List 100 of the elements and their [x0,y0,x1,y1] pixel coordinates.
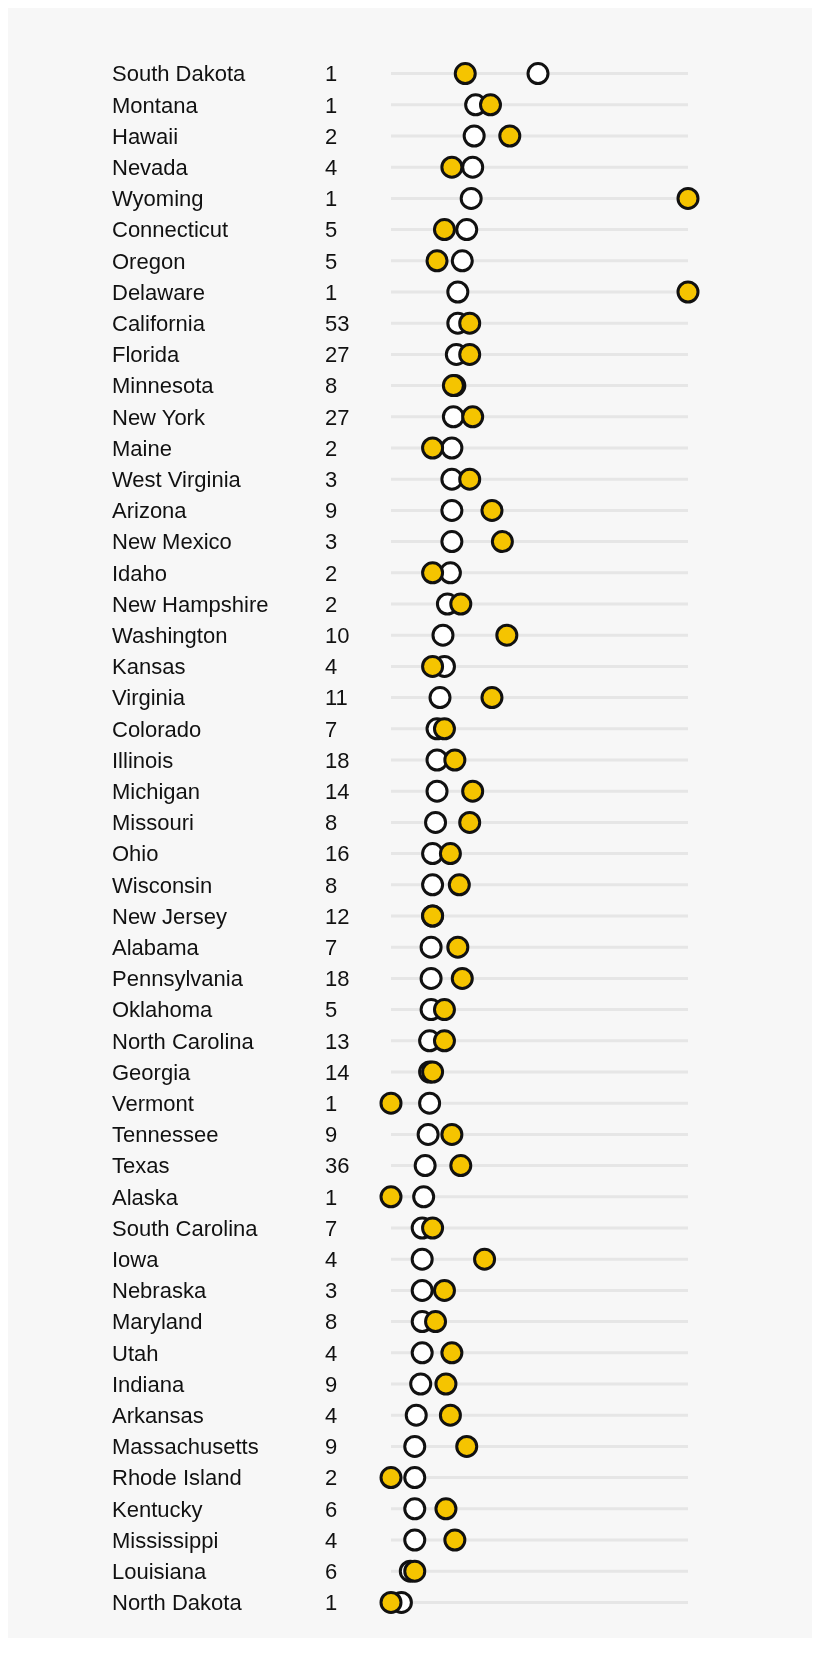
y-tick-label: Vermont [112,1090,194,1116]
text: 4 [325,154,338,180]
y-tick-label: Arkansas [112,1402,204,1428]
text: 13 [325,1028,350,1054]
y-tick-label: Maine [112,435,172,461]
text: 27 [325,404,350,430]
y-tick-label: South Carolina [112,1215,259,1241]
text: 4 [325,1402,338,1428]
text: 4 [325,654,338,680]
y-tick-label: Mississippi [112,1527,219,1553]
text: 4 [325,1527,338,1553]
y-tick-label: Connecticut [112,217,229,243]
y-tick-label: Virginia [112,685,186,711]
text: 10 [325,622,350,648]
y-tick-label: Nebraska [112,1278,207,1304]
text: 5 [325,997,338,1023]
y-tick-label: Minnesota [112,373,215,399]
y-tick-label: Kentucky [112,1496,203,1522]
y-tick-label: Wisconsin [112,872,213,898]
y-tick-label: Massachusetts [112,1434,259,1460]
text: 8 [325,1309,338,1335]
y-tick-label: Colorado [112,716,202,742]
text: 18 [325,747,350,773]
text: 11 [325,685,348,711]
text: 4 [325,1246,338,1272]
y-tick-label: Iowa [112,1246,160,1272]
y-tick-label: West Virginia [112,466,242,492]
text: 9 [325,1122,338,1148]
y-tick-label: Idaho [112,560,168,586]
y-tick-label: Tennessee [112,1122,219,1148]
text: 2 [325,435,338,461]
text: 6 [325,1558,338,1584]
y-tick-label: North Dakota [112,1590,243,1616]
y-tick-label: Washington [112,622,228,648]
y-tick-label: New Mexico [112,529,232,555]
text: 2 [325,591,338,617]
y-tick-label: Hawaii [112,123,179,149]
text: 14 [325,1059,350,1085]
y-tick-label: North Carolina [112,1028,255,1054]
text: 4 [325,1340,338,1366]
y-tick-label: Illinois [112,747,174,773]
text: 2 [325,560,338,586]
text: 5 [325,217,338,243]
y-tick-label: Delaware [112,279,205,305]
text: 18 [325,966,350,992]
y-tick-label: Ohio [112,841,159,867]
text: 2 [325,1465,338,1491]
y-tick-label: Alabama [112,934,200,960]
y-tick-label: New Hampshire [112,591,269,617]
y-tick-label: Florida [112,342,181,368]
text: 53 [325,310,350,336]
text: 27 [325,342,350,368]
y-tick-label: South Dakota [112,61,247,87]
y-tick-label: California [112,310,206,336]
text: 1 [325,61,338,87]
y-tick-label: Oregon [112,248,186,274]
y-tick-label: Oklahoma [112,997,214,1023]
text: 16 [325,841,350,867]
text: 1 [325,1590,338,1616]
y-tick-label: Wyoming [112,186,204,212]
text: 7 [325,1215,338,1241]
y-tick-label: Missouri [112,810,194,836]
y-tick-label: New Jersey [112,903,227,929]
text: 9 [325,1434,338,1460]
text: 12 [325,903,350,929]
text: 9 [325,1371,338,1397]
text: 2 [325,123,338,149]
text: 3 [325,1278,338,1304]
text: 8 [325,373,338,399]
y-tick-label: Georgia [112,1059,192,1085]
y-tick-label: Nevada [112,154,189,180]
text: 1 [325,1184,338,1210]
text: 3 [325,529,338,555]
text: 3 [325,466,338,492]
text: 8 [325,872,338,898]
text: 1 [325,1090,338,1116]
y-tick-label: Indiana [112,1371,185,1397]
y-tick-label: Montana [112,92,199,118]
y-tick-label: Louisiana [112,1558,207,1584]
text: 1 [325,92,338,118]
text: 6 [325,1496,338,1522]
y-tick-label: Kansas [112,654,186,680]
text: 14 [325,778,350,804]
text: 7 [325,934,338,960]
text: 8 [325,810,338,836]
y-tick-label: New York [112,404,206,430]
text: 1 [325,186,338,212]
y-tick-label: Texas [112,1153,170,1179]
y-tick-label: Michigan [112,778,201,804]
y-tick-label: Rhode Island [112,1465,242,1491]
y-tick-label: Utah [112,1340,159,1366]
y-tick-label: Pennsylvania [112,966,244,992]
text: 7 [325,716,338,742]
y-tick-label: Arizona [112,498,188,524]
y-tick-label: Alaska [112,1184,179,1210]
y-tick-label: Maryland [112,1309,203,1335]
text: 1 [325,279,338,305]
text: 5 [325,248,338,274]
text: 36 [325,1153,350,1179]
text: 9 [325,498,338,524]
